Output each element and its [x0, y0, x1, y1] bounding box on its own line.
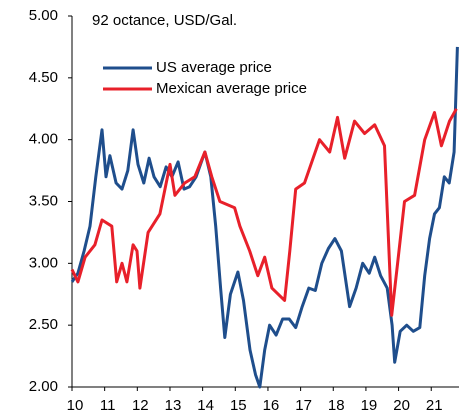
y-tick-label: 4.50	[29, 69, 58, 86]
x-tick-label: 17	[295, 397, 312, 414]
x-tick-label: 16	[263, 397, 280, 414]
y-tick-label: 4.00	[29, 131, 58, 148]
y-tick-label: 3.00	[29, 254, 58, 271]
line-series	[70, 46, 459, 389]
x-tick-label: 15	[230, 397, 247, 414]
x-tick-label: 13	[165, 397, 182, 414]
x-tick-label: 20	[393, 397, 410, 414]
line-series	[70, 108, 458, 317]
legend-label: US average price	[156, 59, 272, 76]
x-tick-label: 12	[132, 397, 149, 414]
y-tick-label: 2.50	[29, 316, 58, 333]
x-tick-label: 14	[197, 397, 214, 414]
y-tick-label: 5.00	[29, 7, 58, 24]
legend-label: Mexican average price	[156, 80, 307, 97]
x-tick-label: 21	[426, 397, 443, 414]
y-tick-label: 3.50	[29, 192, 58, 209]
x-tick-label: 11	[100, 397, 116, 414]
x-tick-label: 19	[361, 397, 378, 414]
chart-title: 92 octance, USD/Gal.	[92, 12, 237, 29]
x-tick-label: 10	[67, 397, 84, 414]
y-tick-label: 2.00	[29, 378, 58, 395]
x-tick-label: 18	[328, 397, 345, 414]
